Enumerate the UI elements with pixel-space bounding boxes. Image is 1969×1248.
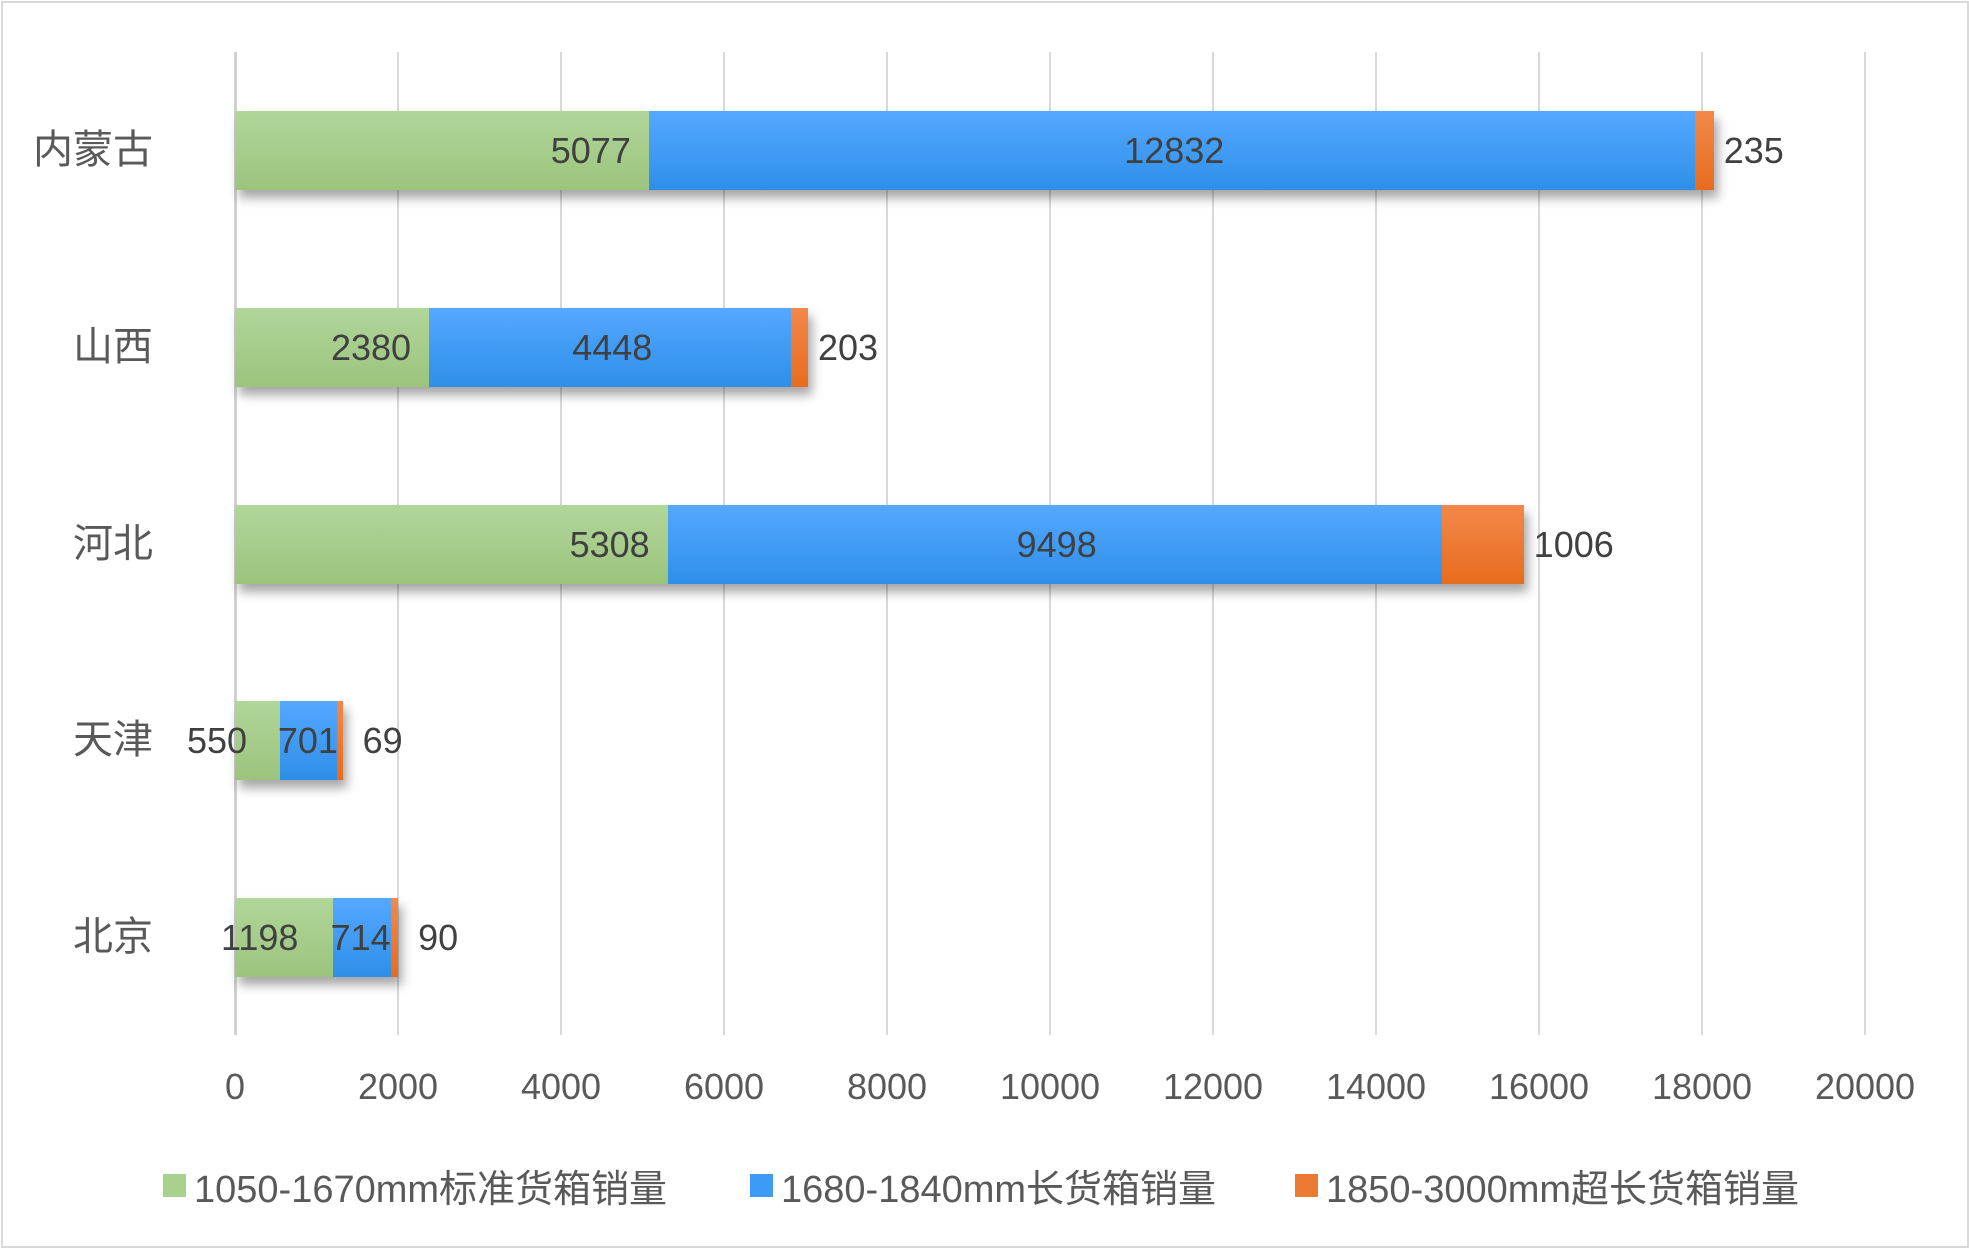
data-label: 714 (330, 917, 391, 958)
bar-segment (279, 701, 337, 780)
category-label: 天津 (73, 717, 153, 763)
bar-segment (235, 505, 668, 584)
data-label: 2380 (330, 327, 412, 368)
data-label: 5308 (569, 524, 650, 565)
x-tick-label: 14000 (1325, 1066, 1427, 1107)
category-label: 北京 (73, 914, 153, 960)
bar-segment (332, 898, 391, 977)
bar-segment (235, 111, 649, 190)
data-label: 701 (277, 720, 338, 761)
data-label: 9498 (1016, 524, 1097, 565)
bar-segment (667, 505, 1442, 584)
data-label: 1198 (221, 917, 299, 958)
bar-segment (336, 701, 343, 780)
bar-segment (235, 701, 280, 780)
bar-segment (648, 111, 1695, 190)
data-label: 4448 (572, 327, 653, 368)
category-label: 河北 (73, 521, 153, 567)
bar-segment (791, 308, 808, 387)
data-label: 235 (1723, 130, 1784, 171)
legend-label: 1850-3000mm超长货箱销量 (1326, 1169, 1800, 1211)
x-tick-label: 4000 (520, 1066, 602, 1107)
gridline (1701, 52, 1703, 1035)
legend-item: 1850-3000mm超长货箱销量 (1295, 1158, 1799, 1213)
x-tick-label: 6000 (683, 1066, 765, 1107)
x-tick-label: 2000 (357, 1066, 439, 1107)
bar-segment (428, 308, 792, 387)
legend-swatch-icon (750, 1174, 773, 1197)
x-tick-label: 12000 (1162, 1066, 1264, 1107)
data-label: 1006 (1533, 524, 1614, 565)
legend-label: 1680-1840mm长货箱销量 (781, 1169, 1217, 1211)
legend-swatch-icon (163, 1174, 186, 1197)
gridline (1538, 52, 1540, 1035)
x-tick-label: 8000 (846, 1066, 928, 1107)
bar-segment (1441, 505, 1524, 584)
x-tick-label: 20000 (1814, 1066, 1916, 1107)
x-tick-label: 0 (224, 1066, 246, 1107)
x-tick-label: 10000 (999, 1066, 1101, 1107)
x-tick-label: 16000 (1488, 1066, 1590, 1107)
bar-segment (390, 898, 399, 977)
data-label: 90 (418, 917, 459, 958)
legend-item: 1050-1670mm标准货箱销量 (163, 1158, 667, 1213)
legend-swatch-icon (1295, 1174, 1318, 1197)
category-label: 山西 (73, 324, 153, 370)
x-tick-label: 18000 (1651, 1066, 1753, 1107)
data-label: 5077 (550, 130, 631, 171)
plot-area: 5077 12832 235 2380 4448 203 5308 9498 1006 550 70… (187, 52, 1866, 1035)
data-label: 550 (187, 720, 248, 761)
gridline (1864, 52, 1866, 1035)
bar-segment (235, 308, 429, 387)
bar-segment (235, 898, 333, 977)
category-label: 内蒙古 (33, 127, 153, 173)
data-label: 69 (362, 720, 403, 761)
data-label: 203 (818, 327, 879, 368)
data-label: 12832 (1124, 130, 1225, 171)
legend-label: 1050-1670mm标准货箱销量 (194, 1169, 668, 1211)
legend-item: 1680-1840mm长货箱销量 (750, 1158, 1216, 1213)
bar-segment (1694, 111, 1714, 190)
